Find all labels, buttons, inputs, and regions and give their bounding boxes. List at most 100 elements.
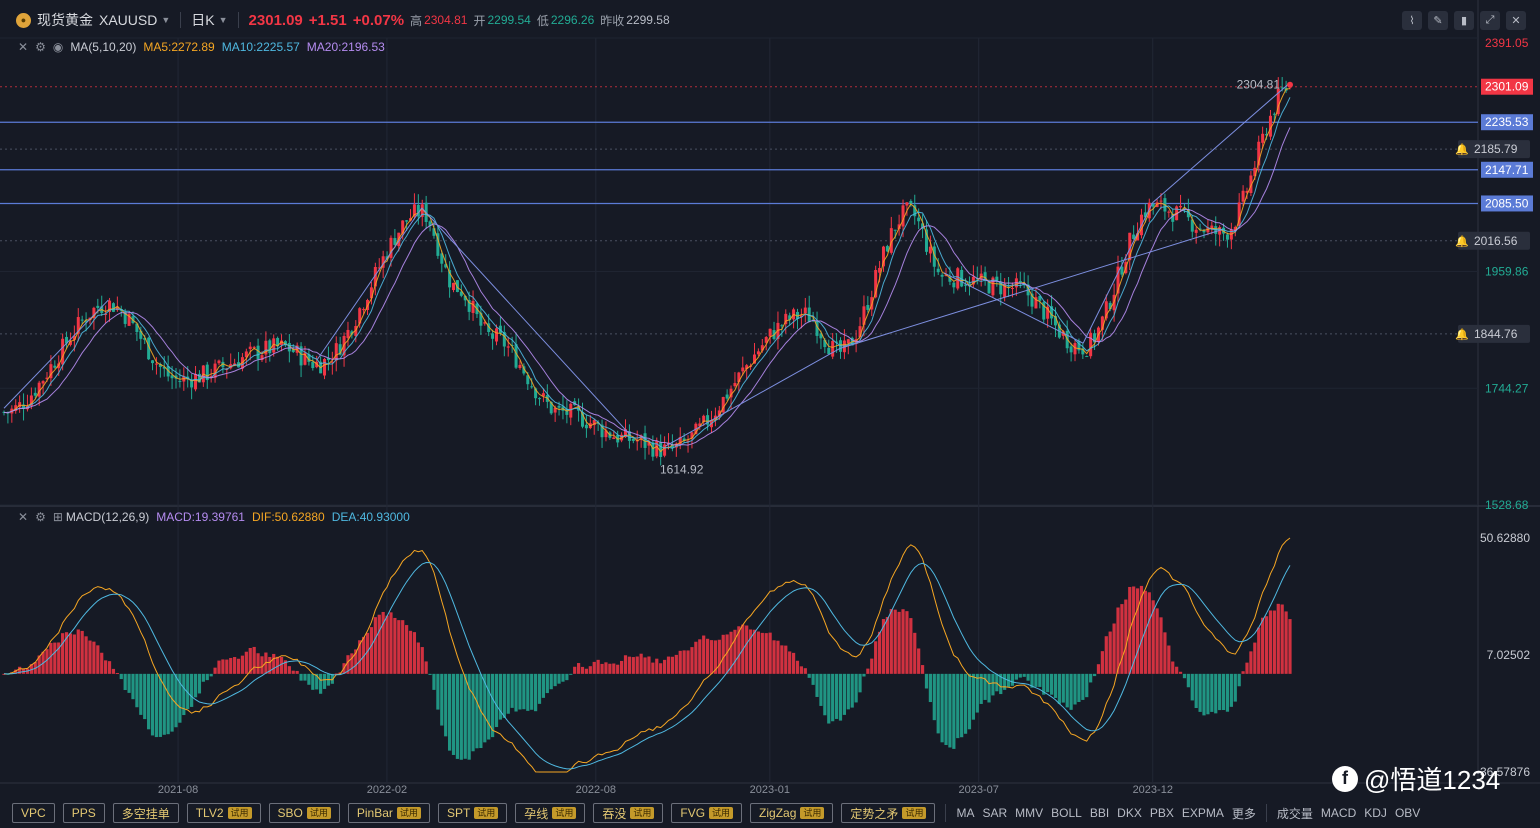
candle-body bbox=[874, 270, 878, 298]
candle-body bbox=[991, 277, 995, 296]
candle-body bbox=[717, 410, 721, 418]
candle-body bbox=[432, 228, 436, 236]
macd-bar bbox=[893, 609, 897, 674]
tool-label: ZigZag bbox=[759, 806, 797, 820]
indicator-item[interactable]: MA bbox=[956, 806, 975, 820]
sub-indicator-item[interactable]: MACD bbox=[1320, 806, 1357, 820]
tool-button[interactable]: PPS bbox=[62, 803, 105, 823]
close-icon[interactable]: ✕ bbox=[1506, 11, 1526, 30]
tool-button[interactable]: TLV2 试用 bbox=[186, 803, 261, 823]
symbol-name[interactable]: 现货黄金 bbox=[37, 12, 93, 28]
macd-bar bbox=[526, 673, 530, 711]
macd-bar bbox=[1116, 607, 1120, 674]
tool-button[interactable]: 孕线 试用 bbox=[515, 803, 586, 823]
tool-button[interactable]: 吞没 试用 bbox=[593, 803, 664, 823]
bell-icon: 🔔 bbox=[1455, 143, 1469, 156]
macd-bar bbox=[1233, 673, 1237, 702]
chevron-down-icon[interactable]: ▼ bbox=[218, 15, 228, 25]
tool-label: 多空挂单 bbox=[121, 806, 170, 821]
candle-body bbox=[108, 300, 112, 312]
tool-button[interactable]: 多空挂单 bbox=[112, 803, 179, 823]
candle-style-icon[interactable]: ▮ bbox=[1454, 11, 1474, 30]
settings-icon[interactable]: ⚙ bbox=[35, 40, 46, 54]
candle-body bbox=[299, 346, 303, 366]
expand-icon[interactable]: ⤢ bbox=[1480, 11, 1500, 30]
candle-body bbox=[452, 282, 456, 291]
period-selector[interactable]: 日K bbox=[191, 12, 215, 28]
macd-bar bbox=[1268, 610, 1273, 674]
close-icon[interactable]: ✕ bbox=[18, 40, 29, 54]
chevron-down-icon[interactable]: ▼ bbox=[161, 15, 171, 25]
time-tick: 2021-08 bbox=[158, 784, 198, 796]
tool-button[interactable]: FVG 试用 bbox=[671, 803, 743, 823]
chart-type-icon[interactable]: ⌇ bbox=[1402, 11, 1422, 30]
macd-bar bbox=[975, 673, 979, 713]
candle-body bbox=[283, 341, 287, 346]
sub-indicator-item[interactable]: 成交量 bbox=[1276, 806, 1313, 821]
draw-pen-icon[interactable]: ✎ bbox=[1428, 11, 1448, 30]
candle-body bbox=[272, 338, 276, 353]
macd-bar bbox=[397, 620, 401, 674]
candle-body bbox=[881, 246, 885, 267]
macd-bar bbox=[866, 668, 870, 674]
macd-bar bbox=[858, 673, 862, 693]
candle-body bbox=[190, 379, 194, 388]
macd-bar bbox=[154, 673, 159, 738]
candle-body bbox=[764, 337, 768, 343]
macd-bar bbox=[889, 609, 893, 674]
tool-button[interactable]: PinBar 试用 bbox=[347, 803, 430, 823]
macd-bar bbox=[647, 656, 651, 674]
symbol-code[interactable]: XAUUSD bbox=[99, 12, 158, 28]
macd-bar bbox=[1163, 632, 1167, 674]
candle-body bbox=[1143, 212, 1147, 218]
tool-button[interactable]: SBO 试用 bbox=[268, 803, 340, 823]
tool-label: FVG bbox=[680, 806, 706, 820]
macd-bar bbox=[37, 655, 41, 674]
indicator-item[interactable]: MMV bbox=[1015, 806, 1044, 820]
macd-bar bbox=[1221, 673, 1226, 711]
indicator-item[interactable]: DKX bbox=[1117, 806, 1142, 820]
macd-bar bbox=[874, 641, 878, 674]
candle-body bbox=[1167, 211, 1171, 213]
candle-body bbox=[495, 328, 499, 342]
moving-average-lines bbox=[3, 88, 1291, 453]
indicator-item[interactable]: BBI bbox=[1089, 806, 1110, 820]
indicator-item[interactable]: SAR bbox=[982, 806, 1008, 820]
candle-body bbox=[248, 346, 252, 350]
macd-bar bbox=[428, 673, 432, 675]
alert-value: 2185.79 bbox=[1474, 142, 1518, 156]
eye-icon[interactable]: ◉ bbox=[52, 40, 64, 54]
macd-bar bbox=[287, 666, 291, 674]
indicator-item[interactable]: EXPMA bbox=[1181, 806, 1224, 820]
candle-body bbox=[956, 268, 960, 289]
macd-bar bbox=[1026, 673, 1030, 681]
divider bbox=[237, 12, 239, 28]
indicator-item[interactable]: PBX bbox=[1149, 806, 1174, 820]
sub-indicator-item[interactable]: KDJ bbox=[1364, 806, 1387, 820]
settings-icon[interactable]: ⚙ bbox=[35, 510, 46, 524]
candle-body bbox=[303, 352, 307, 365]
indicator-item[interactable]: 更多 bbox=[1231, 806, 1256, 821]
candle-body bbox=[1202, 230, 1206, 233]
tool-button[interactable]: 定势之矛 试用 bbox=[841, 803, 936, 823]
candle-body bbox=[768, 328, 772, 337]
indicator-item[interactable]: BOLL bbox=[1051, 806, 1082, 820]
macd-bar bbox=[1010, 673, 1015, 686]
macd-bar bbox=[178, 673, 182, 723]
candle-body bbox=[115, 306, 119, 311]
tool-button[interactable]: ZigZag 试用 bbox=[750, 803, 834, 823]
macd-bar bbox=[932, 673, 936, 721]
macd-bar bbox=[803, 668, 807, 674]
macd-bar bbox=[827, 673, 831, 724]
tool-button[interactable]: SPT 试用 bbox=[437, 803, 508, 823]
sub-indicator-item[interactable]: OBV bbox=[1394, 806, 1421, 820]
add-icon[interactable]: ⊞ bbox=[52, 510, 63, 524]
macd-bar bbox=[854, 673, 858, 703]
macd-bar bbox=[322, 673, 327, 689]
candle-body bbox=[752, 354, 756, 364]
tool-button[interactable]: VPC bbox=[12, 803, 55, 823]
macd-bar bbox=[303, 673, 307, 681]
close-icon[interactable]: ✕ bbox=[18, 510, 29, 524]
macd-bar bbox=[252, 646, 256, 674]
